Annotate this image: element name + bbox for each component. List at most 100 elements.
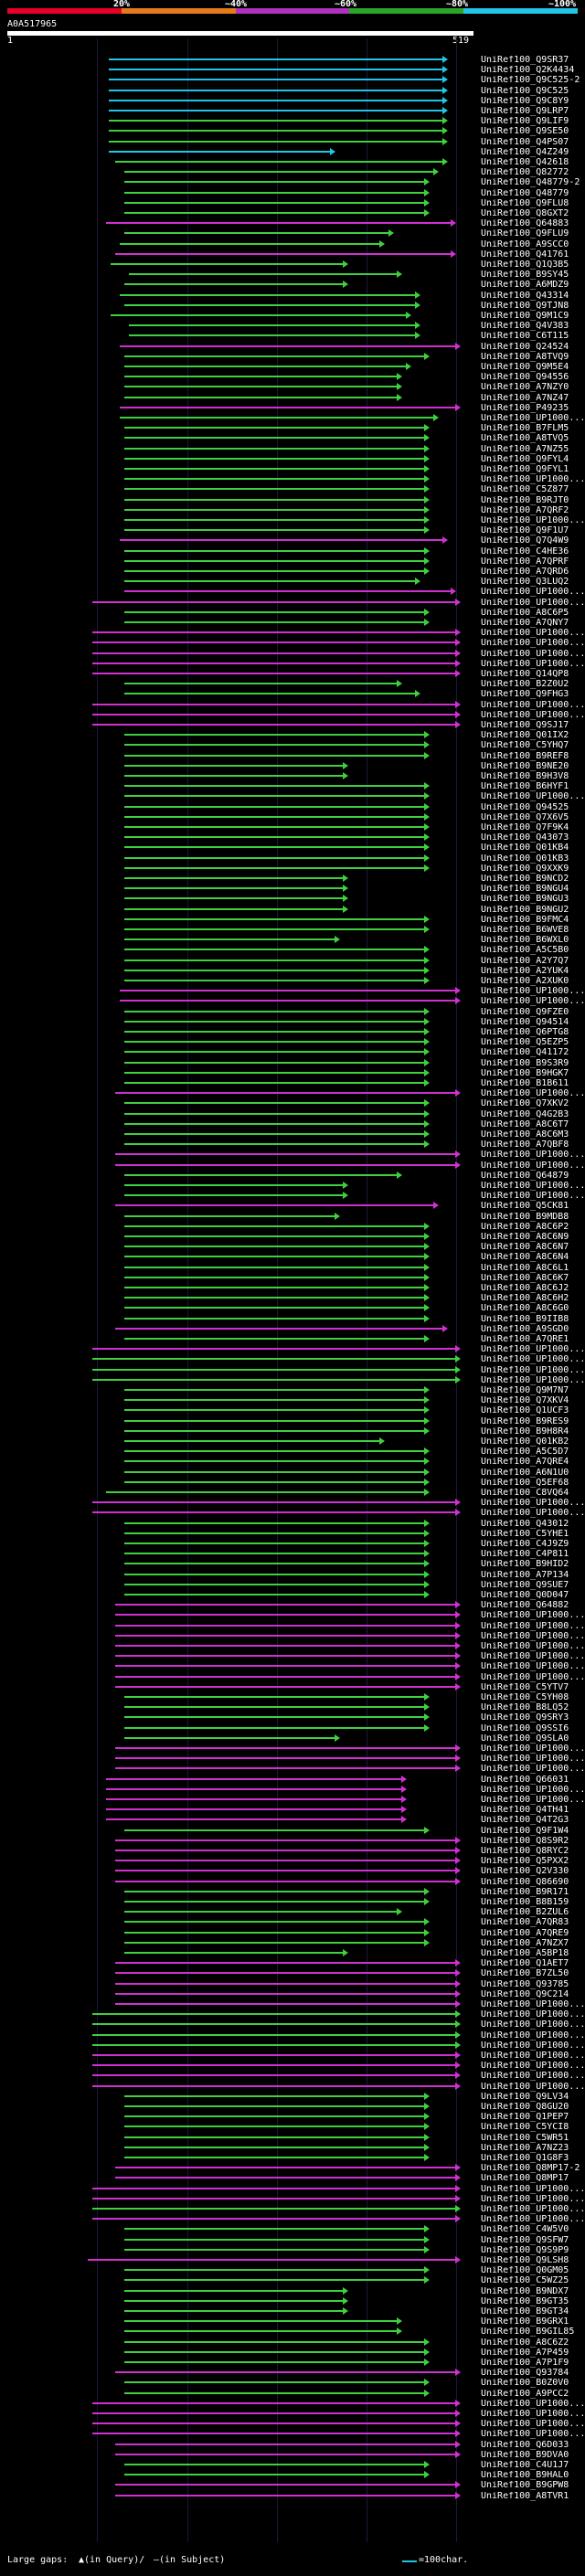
hit-alignment-line[interactable]: [123, 498, 425, 501]
hit-label[interactable]: UniRef100_A8TVQ9: [481, 352, 569, 362]
hit-row[interactable]: UniRef100_B9H8R4: [0, 1426, 585, 1437]
hit-alignment-line[interactable]: [123, 1317, 425, 1320]
hit-label[interactable]: UniRef100_A8C6N9: [481, 1233, 569, 1242]
hit-alignment-line[interactable]: [119, 242, 380, 245]
hit-label[interactable]: UniRef100_Q1G8F3: [481, 2154, 569, 2163]
hit-label[interactable]: UniRef100_A8C6Z2: [481, 2337, 569, 2348]
hit-row[interactable]: UniRef100_Q7Q4W9: [0, 535, 585, 546]
hit-alignment-line[interactable]: [123, 959, 425, 961]
hit-alignment-line[interactable]: [123, 1020, 425, 1023]
hit-label[interactable]: UniRef100_B0Z0V0: [481, 2379, 569, 2389]
hit-row[interactable]: UniRef100_Q2V330: [0, 1866, 585, 1877]
hit-label[interactable]: UniRef100_Q9C8Y9: [481, 96, 569, 106]
hit-label[interactable]: UniRef100_Q9SR37: [481, 56, 569, 65]
hit-alignment-line[interactable]: [123, 580, 416, 583]
hit-label[interactable]: UniRef100_Q6D033: [481, 2440, 569, 2450]
hit-alignment-line[interactable]: [109, 130, 444, 133]
hit-alignment-line[interactable]: [123, 427, 425, 429]
hit-row[interactable]: UniRef100_B8LQ52: [0, 1702, 585, 1713]
hit-row[interactable]: UniRef100_C5WR51: [0, 2133, 585, 2144]
hit-label[interactable]: UniRef100_B8B159: [481, 1898, 569, 1907]
hit-alignment-line[interactable]: [123, 303, 416, 306]
hit-alignment-line[interactable]: [123, 2474, 425, 2476]
hit-label[interactable]: UniRef100_A7P1F9: [481, 2359, 569, 2368]
hit-row[interactable]: UniRef100_Q9SRY3: [0, 1712, 585, 1723]
hit-label[interactable]: UniRef100_B9IIB8: [481, 1314, 569, 1324]
hit-label[interactable]: UniRef100_B6WXL0: [481, 936, 569, 946]
hit-label[interactable]: UniRef100_B9GPW8: [481, 2481, 569, 2491]
hit-label[interactable]: UniRef100_A7QRF2: [481, 505, 569, 515]
hit-label[interactable]: UniRef100_A8TVR1: [481, 2491, 569, 2501]
hit-alignment-line[interactable]: [123, 1276, 425, 1278]
hit-alignment-line[interactable]: [123, 1112, 425, 1115]
hit-alignment-line[interactable]: [114, 1634, 457, 1637]
hit-row[interactable]: UniRef100_B9RJT0: [0, 495, 585, 506]
hit-label[interactable]: UniRef100_Q8RYC2: [481, 1847, 569, 1856]
hit-label[interactable]: UniRef100_Q9M1C9: [481, 312, 569, 321]
hit-row[interactable]: UniRef100_UP1000...: [0, 2041, 585, 2051]
hit-alignment-line[interactable]: [123, 283, 345, 286]
hit-alignment-line[interactable]: [111, 314, 408, 316]
hit-row[interactable]: UniRef100_Q43314: [0, 291, 585, 302]
hit-row[interactable]: UniRef100_Q9TJN8: [0, 301, 585, 312]
hit-alignment-line[interactable]: [123, 1921, 425, 1924]
hit-label[interactable]: UniRef100_UP1000...: [481, 2072, 583, 2082]
hit-row[interactable]: UniRef100_B7ZL50: [0, 1968, 585, 1979]
hit-label[interactable]: UniRef100_B9GT34: [481, 2307, 569, 2316]
hit-label[interactable]: UniRef100_C4U1J7: [481, 2461, 569, 2470]
hit-label[interactable]: UniRef100_Q01KB2: [481, 1437, 569, 1447]
hit-alignment-line[interactable]: [123, 1173, 399, 1176]
hit-alignment-line[interactable]: [123, 621, 425, 623]
hit-alignment-line[interactable]: [114, 252, 452, 255]
hit-label[interactable]: UniRef100_UP1000...: [481, 2062, 583, 2072]
hit-row[interactable]: UniRef100_Q9LRP7: [0, 106, 585, 117]
hit-row[interactable]: UniRef100_UP1000...: [0, 1631, 585, 1642]
hit-row[interactable]: UniRef100_Q01KB4: [0, 843, 585, 853]
hit-row[interactable]: UniRef100_Q93785: [0, 1979, 585, 1990]
hit-row[interactable]: UniRef100_UP1000...: [0, 515, 585, 526]
hit-label[interactable]: UniRef100_Q94525: [481, 802, 569, 812]
hit-alignment-line[interactable]: [114, 2484, 457, 2486]
hit-label[interactable]: UniRef100_UP1000...: [481, 1355, 583, 1365]
hit-alignment-line[interactable]: [123, 836, 425, 839]
hit-alignment-line[interactable]: [123, 1389, 425, 1391]
hit-row[interactable]: UniRef100_Q4V383: [0, 321, 585, 332]
hit-alignment-line[interactable]: [123, 1102, 425, 1105]
hit-alignment-line[interactable]: [123, 1256, 425, 1258]
hit-row[interactable]: UniRef100_B2Z0U2: [0, 679, 585, 690]
hit-alignment-line[interactable]: [123, 1542, 425, 1544]
hit-row[interactable]: UniRef100_Q4T2G3: [0, 1815, 585, 1826]
hit-label[interactable]: UniRef100_UP1000...: [481, 1765, 583, 1775]
hit-row[interactable]: UniRef100_C5YTV7: [0, 1682, 585, 1693]
hit-alignment-line[interactable]: [114, 1624, 457, 1627]
hit-label[interactable]: UniRef100_Q86690: [481, 1877, 569, 1887]
hit-alignment-line[interactable]: [114, 1685, 457, 1688]
hit-label[interactable]: UniRef100_Q9SE50: [481, 127, 569, 137]
hit-label[interactable]: UniRef100_UP1000...: [481, 1672, 583, 1682]
hit-alignment-line[interactable]: [114, 2371, 457, 2374]
hit-row[interactable]: UniRef100_B6WXL0: [0, 935, 585, 946]
hit-row[interactable]: UniRef100_UP1000...: [0, 1764, 585, 1775]
hit-label[interactable]: UniRef100_C5YH08: [481, 1693, 569, 1702]
hit-label[interactable]: UniRef100_Q14QP8: [481, 670, 569, 679]
hit-label[interactable]: UniRef100_C5YTV7: [481, 1682, 569, 1692]
hit-row[interactable]: UniRef100_Q01KB3: [0, 853, 585, 864]
hit-alignment-line[interactable]: [92, 1511, 457, 1514]
hit-alignment-line[interactable]: [123, 2228, 425, 2231]
hit-row[interactable]: UniRef100_UP1000...: [0, 1621, 585, 1632]
hit-alignment-line[interactable]: [106, 222, 452, 225]
hit-label[interactable]: UniRef100_UP1000...: [481, 1631, 583, 1641]
hit-alignment-line[interactable]: [92, 2013, 457, 2016]
hit-label[interactable]: UniRef100_A9SGD0: [481, 1324, 569, 1334]
hit-label[interactable]: UniRef100_UP1000...: [481, 987, 583, 997]
hit-alignment-line[interactable]: [123, 171, 434, 174]
hit-alignment-line[interactable]: [123, 2330, 399, 2333]
hit-label[interactable]: UniRef100_Q24524: [481, 342, 569, 352]
hit-alignment-line[interactable]: [123, 478, 425, 481]
hit-row[interactable]: UniRef100_A6MDZ9: [0, 280, 585, 291]
hit-label[interactable]: UniRef100_A8C6H2: [481, 1294, 569, 1304]
hit-alignment-line[interactable]: [123, 1224, 425, 1227]
hit-alignment-line[interactable]: [123, 897, 345, 900]
hit-alignment-line[interactable]: [123, 355, 425, 357]
hit-label[interactable]: UniRef100_Q8MP17-2: [481, 2164, 580, 2174]
